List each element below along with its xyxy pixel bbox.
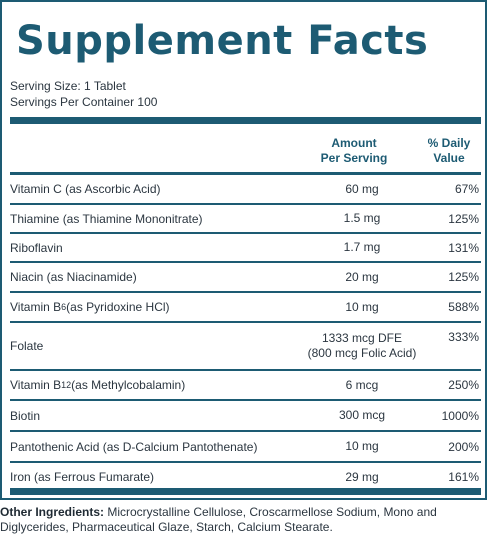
nutrient-amount: 6 mcg	[345, 377, 379, 392]
table-row: Iron (as Ferrous Fumarate) 29 mg 161%	[10, 463, 481, 491]
nutrient-name: Folate	[10, 339, 44, 353]
nutrient-amount: 10 mg	[345, 439, 379, 453]
nutrient-amount: 1.5 mg	[343, 211, 381, 225]
nutrient-name: Thiamine (as Thiamine Mononitrate)	[10, 211, 203, 226]
other-ingredients: Other Ingredients: Microcrystalline Cell…	[0, 505, 487, 535]
nutrient-table: Vitamin C (as Ascorbic Acid) 60 mg 67% T…	[10, 175, 481, 491]
serving-info: Serving Size: 1 Tablet Servings Per Cont…	[10, 78, 157, 110]
nutrient-name: Vitamin B 12 (as Methylcobalamin)	[10, 378, 186, 392]
nutrient-name: Biotin	[10, 408, 41, 423]
table-row: Biotin 300 mcg 1000%	[10, 401, 481, 432]
nutrient-daily-value: 161%	[448, 470, 479, 484]
nutrient-name: Iron (as Ferrous Fumarate)	[10, 470, 155, 484]
table-row: Thiamine (as Thiamine Mononitrate) 1.5 m…	[10, 205, 481, 234]
nutrient-amount: 1.7 mg	[343, 240, 381, 254]
table-row: Niacin (as Niacinamide) 20 mg 125%	[10, 263, 481, 293]
supplement-facts-panel: Supplement Facts Serving Size: 1 Tablet …	[0, 0, 487, 500]
table-row: Pantothenic Acid (as D-Calcium Pantothen…	[10, 432, 481, 463]
nutrient-daily-value: 125%	[448, 270, 479, 284]
nutrient-daily-value: 125%	[448, 211, 479, 226]
daily-value-header: % Daily Value	[427, 136, 471, 165]
nutrient-daily-value: 200%	[448, 439, 479, 454]
nutrient-daily-value: 250%	[448, 378, 479, 392]
header-divider	[10, 172, 481, 175]
table-row: Vitamin C (as Ascorbic Acid) 60 mg 67%	[10, 175, 481, 205]
nutrient-amount: 60 mg	[345, 181, 379, 196]
amount-header: Amount Per Serving	[320, 136, 388, 165]
nutrient-name: Vitamin C (as Ascorbic Acid)	[10, 182, 161, 196]
nutrient-amount: 20 mg	[345, 269, 379, 284]
nutrient-daily-value: 131%	[448, 240, 479, 255]
table-row: Vitamin B 12 (as Methylcobalamin) 6 mcg 2…	[10, 371, 481, 401]
serving-size: Serving Size: 1 Tablet	[10, 79, 126, 93]
nutrient-name: Riboflavin	[10, 240, 63, 255]
nutrient-daily-value: 333%	[448, 330, 479, 344]
table-row: Folate 1333 mcg DFE (800 mcg Folic Acid)…	[10, 323, 481, 371]
nutrient-amount: 29 mg	[345, 469, 379, 484]
thick-divider-bottom	[10, 488, 481, 495]
table-row: Riboflavin 1.7 mg 131%	[10, 234, 481, 263]
nutrient-daily-value: 1000%	[441, 408, 479, 423]
nutrient-name: Niacin (as Niacinamide)	[10, 270, 137, 284]
other-ingredients-text: Microcrystalline Cellulose, Croscarmello…	[0, 505, 437, 534]
servings-per-container: Servings Per Container 100	[10, 95, 158, 109]
nutrient-amount: 300 mcg	[338, 408, 386, 422]
other-ingredients-label: Other Ingredients:	[0, 505, 105, 519]
nutrient-name: Pantothenic Acid (as D-Calcium Pantothen…	[10, 439, 258, 454]
nutrient-amount: 1333 mcg DFE (800 mcg Folic Acid)	[307, 331, 417, 360]
thick-divider-top	[10, 117, 481, 124]
panel-title: Supplement Facts	[16, 18, 429, 64]
nutrient-amount: 10 mg	[345, 299, 379, 314]
nutrient-daily-value: 588%	[448, 300, 479, 314]
nutrient-daily-value: 67%	[454, 182, 479, 196]
